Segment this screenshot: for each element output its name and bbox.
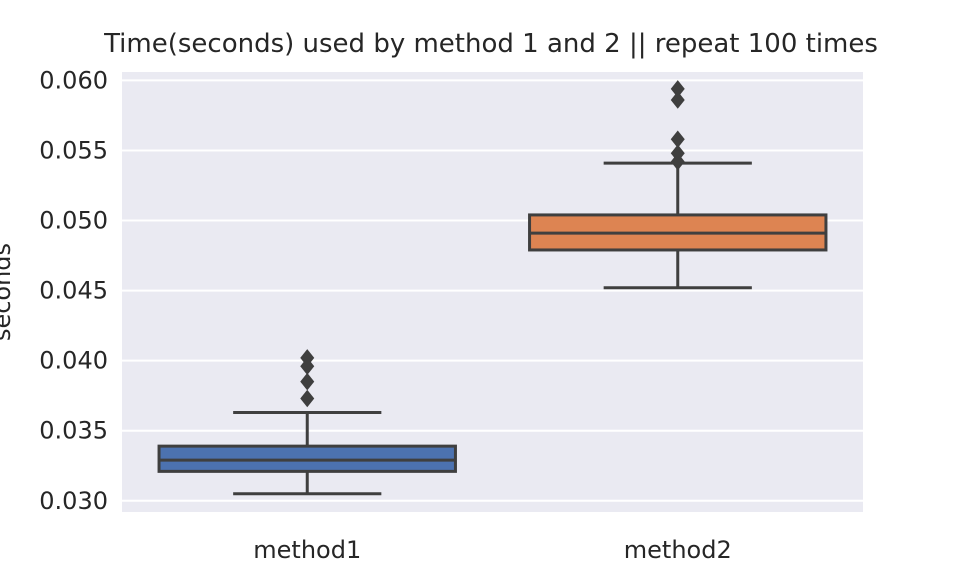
outlier-point xyxy=(670,144,685,163)
y-tick-label: 0.050 xyxy=(39,207,108,235)
x-tick-label: method1 xyxy=(253,536,361,564)
box-method2 xyxy=(528,80,828,290)
boxes xyxy=(157,80,828,496)
outlier-point xyxy=(300,372,315,391)
y-grid xyxy=(122,79,863,502)
outlier-point xyxy=(670,130,685,149)
y-tick-label: 0.060 xyxy=(39,66,108,94)
x-tick-labels: method1 method2 xyxy=(253,536,731,564)
y-tick-label: 0.055 xyxy=(39,136,108,164)
y-tick-label: 0.040 xyxy=(39,347,108,375)
y-tick-labels: 0.030 0.035 0.040 0.045 0.050 0.055 0.060 xyxy=(39,66,108,514)
outlier-point xyxy=(300,389,315,408)
outlier-point xyxy=(300,349,315,367)
y-tick-label: 0.030 xyxy=(39,487,108,515)
x-tick-label: method2 xyxy=(624,536,732,564)
outlier-point xyxy=(670,80,685,98)
y-tick-label: 0.035 xyxy=(39,417,108,445)
y-axis-label: seconds xyxy=(0,243,16,341)
y-tick-label: 0.045 xyxy=(39,277,108,305)
outlier-point xyxy=(670,91,685,109)
plot-area xyxy=(122,72,863,512)
box-method1 xyxy=(157,349,457,496)
chart-title: Time(seconds) used by method 1 and 2 || … xyxy=(103,29,878,59)
